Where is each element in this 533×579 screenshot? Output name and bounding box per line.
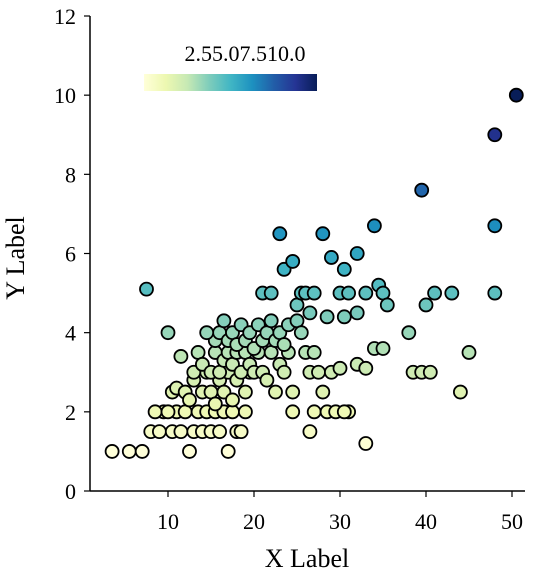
scatter-point — [212, 424, 228, 440]
scatter-point — [160, 325, 176, 341]
scatter-point — [358, 360, 374, 376]
scatter-point — [160, 404, 176, 420]
scatter-point — [444, 285, 460, 301]
scatter-point — [401, 325, 417, 341]
scatter-point — [272, 226, 288, 242]
y-tick-label: 12 — [54, 4, 76, 29]
scatter-point — [237, 404, 253, 420]
scatter-point — [207, 396, 223, 412]
scatter-point — [306, 345, 322, 360]
scatter-point — [341, 285, 357, 301]
scatter-point — [319, 309, 335, 325]
scatter-point — [427, 285, 443, 301]
scatter-point — [332, 360, 348, 376]
scatter-point — [139, 281, 154, 297]
scatter-point — [237, 384, 253, 400]
x-axis-label: X Label — [265, 544, 349, 573]
scatter-point — [358, 436, 374, 451]
scatter-point — [199, 325, 215, 341]
scatter-point — [306, 285, 322, 301]
scatter-point — [263, 285, 279, 301]
scatter-point — [173, 424, 189, 440]
scatter-point — [182, 392, 197, 408]
scatter-point — [276, 364, 292, 380]
scatter-point — [220, 444, 236, 459]
colorbar: 2.55.07.510.0 — [144, 41, 317, 91]
scatter-point — [233, 424, 249, 440]
scatter-point — [182, 444, 197, 459]
scatter-point — [336, 404, 352, 420]
scatter-point — [173, 349, 189, 364]
scatter-point — [268, 384, 283, 400]
scatter-point — [293, 325, 309, 341]
scatter-point — [414, 182, 430, 198]
scatter-point — [375, 341, 391, 356]
y-tick-label: 6 — [65, 242, 76, 267]
y-tick-label: 2 — [65, 400, 76, 425]
scatter-point — [379, 297, 395, 313]
scatter-point — [358, 285, 374, 301]
scatter-point — [323, 250, 339, 265]
scatter-point — [285, 254, 301, 269]
scatter-point — [263, 313, 279, 329]
scatter-point — [311, 364, 326, 380]
scatter-point — [259, 372, 275, 388]
y-tick-label: 8 — [65, 162, 76, 187]
x-axis-ticks: 10 20 30 40 50 — [157, 491, 523, 534]
y-tick-label: 10 — [54, 83, 76, 108]
colorbar-tick-labels: 2.55.07.510.0 — [185, 41, 306, 66]
scatter-point — [487, 285, 503, 301]
y-tick-label: 0 — [65, 479, 76, 504]
scatter-point — [302, 305, 318, 321]
x-tick-label: 40 — [415, 509, 437, 534]
scatter-point — [285, 404, 301, 420]
scatter-point — [104, 444, 120, 459]
scatter-point — [302, 424, 318, 440]
scatter-point — [134, 444, 150, 459]
x-tick-label: 50 — [501, 509, 523, 534]
y-tick-label: 4 — [65, 321, 76, 346]
y-axis-ticks: 0 2 4 6 8 10 12 — [54, 4, 90, 504]
scatter-point — [349, 305, 365, 321]
scatter-point — [349, 246, 365, 261]
scatter-point — [461, 345, 477, 360]
scatter-point — [121, 444, 137, 459]
x-tick-label: 30 — [329, 509, 351, 534]
scatter-point — [276, 337, 292, 352]
x-tick-label: 20 — [243, 509, 265, 534]
scatter-point — [216, 313, 232, 329]
scatter-point — [508, 87, 524, 103]
scatter-point — [487, 218, 503, 234]
scatter-point — [225, 392, 240, 408]
scatter-point — [418, 297, 434, 313]
colorbar-gradient — [144, 74, 317, 91]
scatter-point — [336, 261, 352, 277]
scatter-point — [147, 404, 163, 420]
scatter-point — [285, 384, 301, 400]
scatter-point — [151, 424, 167, 440]
scatter-point — [487, 127, 503, 143]
scatter-point — [452, 384, 468, 400]
scatter-point — [315, 226, 331, 242]
scatter-point — [306, 404, 322, 420]
y-axis-label: Y Label — [1, 216, 30, 300]
x-tick-label: 10 — [157, 509, 179, 534]
scatter-point — [315, 384, 331, 400]
scatter-point — [366, 218, 382, 234]
data-points — [104, 87, 524, 459]
scatter-point — [336, 309, 352, 325]
scatter-point — [422, 364, 438, 380]
